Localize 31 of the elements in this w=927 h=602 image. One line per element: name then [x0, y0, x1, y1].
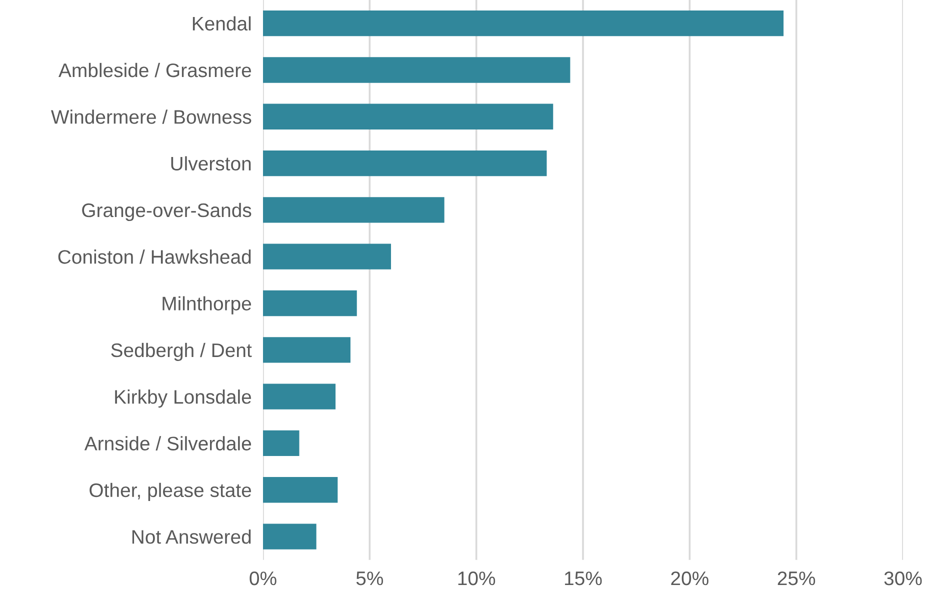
x-tick-label: 25%: [778, 571, 816, 586]
y-tick-label: Ulverston: [171, 156, 251, 171]
bar: [263, 197, 444, 223]
x-tick-label: 20%: [671, 571, 708, 586]
y-tick-label: Windermere / Bowness: [50, 110, 252, 124]
y-tick-label: Kirkby Lonsdale: [115, 390, 252, 408]
bar: [263, 384, 336, 410]
y-tick-label: Sedbergh / Dent: [111, 342, 252, 361]
y-tick-label: Not Answered: [132, 529, 251, 544]
y-tick-label: Grange-over-Sands: [82, 202, 252, 222]
bar: [263, 524, 316, 550]
x-tick-label: 15%: [565, 572, 602, 586]
bar: [263, 104, 554, 130]
x-tick-label: 10%: [458, 571, 496, 586]
bar: [263, 430, 300, 456]
bar: [263, 150, 547, 176]
bar: [263, 290, 357, 316]
x-tick-label: 5%: [356, 572, 384, 586]
y-tick-label: Arnside / Silverdale: [84, 436, 252, 450]
y-tick-label: Milnthorpe: [162, 296, 252, 314]
y-tick-label: Ambleside / Grasmere: [58, 62, 252, 78]
x-tick-label: 30%: [884, 571, 922, 586]
y-tick-label: Kendal: [192, 16, 251, 31]
bar: [263, 337, 350, 363]
bar: [263, 57, 570, 83]
x-tick-label: 0%: [250, 571, 276, 586]
bar: [263, 10, 784, 36]
y-tick-label: Other, please state: [90, 482, 252, 501]
bar: [263, 244, 391, 270]
y-tick-label: Coniston / Hawkshead: [58, 250, 251, 264]
bar: [263, 477, 338, 503]
